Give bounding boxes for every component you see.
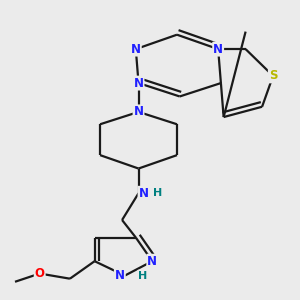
Text: N: N <box>115 269 125 282</box>
Text: N: N <box>213 43 223 56</box>
Text: S: S <box>269 69 277 82</box>
Text: N: N <box>134 105 143 119</box>
Text: N: N <box>134 76 143 90</box>
Text: N: N <box>147 255 157 268</box>
Text: N: N <box>139 187 148 200</box>
Text: H: H <box>153 188 163 198</box>
Text: O: O <box>35 267 45 280</box>
Text: N: N <box>131 43 141 56</box>
Text: H: H <box>138 271 147 281</box>
